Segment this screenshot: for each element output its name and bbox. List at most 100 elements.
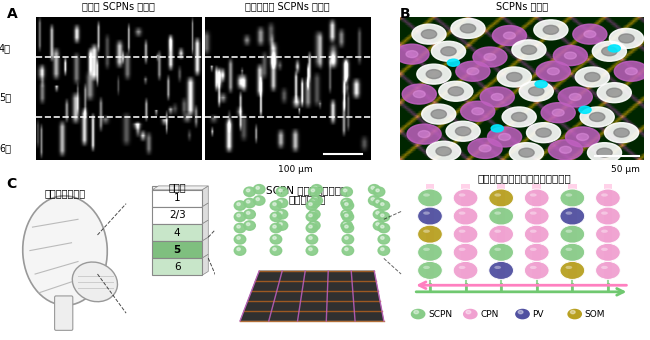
Circle shape — [413, 91, 425, 98]
Circle shape — [341, 209, 352, 219]
Ellipse shape — [525, 243, 549, 261]
Circle shape — [526, 123, 560, 143]
Circle shape — [378, 235, 389, 244]
Text: SCPN マイクロカラムの: SCPN マイクロカラムの — [266, 185, 348, 195]
Circle shape — [237, 203, 240, 206]
Circle shape — [604, 123, 638, 143]
Circle shape — [519, 148, 534, 157]
Ellipse shape — [601, 230, 608, 233]
Text: SCPN: SCPN — [428, 309, 452, 319]
Bar — [152, 258, 202, 275]
Ellipse shape — [560, 243, 584, 261]
Circle shape — [344, 225, 348, 228]
Bar — [152, 207, 202, 224]
Circle shape — [418, 131, 430, 138]
Text: 6層: 6層 — [0, 143, 11, 153]
Circle shape — [480, 87, 514, 107]
Ellipse shape — [560, 207, 584, 225]
Circle shape — [439, 81, 473, 101]
Ellipse shape — [459, 211, 465, 215]
Circle shape — [311, 200, 315, 203]
Circle shape — [588, 143, 621, 163]
Circle shape — [564, 52, 577, 59]
Text: 100 μm: 100 μm — [278, 165, 313, 174]
Circle shape — [447, 59, 460, 66]
Circle shape — [488, 127, 521, 147]
Ellipse shape — [595, 189, 620, 207]
Ellipse shape — [560, 189, 584, 207]
Circle shape — [381, 237, 384, 239]
Text: マウス大脳皮質: マウス大脳皮質 — [44, 188, 86, 198]
Circle shape — [306, 223, 318, 233]
Circle shape — [376, 200, 380, 203]
Circle shape — [614, 128, 629, 137]
Ellipse shape — [566, 230, 572, 233]
Circle shape — [270, 223, 281, 233]
Circle shape — [234, 212, 246, 221]
Circle shape — [577, 134, 588, 140]
Circle shape — [412, 24, 446, 44]
Text: 5: 5 — [174, 245, 181, 255]
Circle shape — [510, 143, 543, 163]
Circle shape — [309, 209, 320, 219]
Circle shape — [493, 26, 526, 46]
Text: B: B — [400, 7, 410, 21]
Circle shape — [309, 248, 312, 251]
Text: 細胞タイプ特異的マイクロカラム: 細胞タイプ特異的マイクロカラム — [478, 173, 572, 183]
Circle shape — [276, 198, 288, 208]
Circle shape — [309, 198, 320, 208]
Ellipse shape — [601, 248, 608, 251]
Circle shape — [342, 235, 354, 244]
Ellipse shape — [566, 248, 572, 251]
Circle shape — [597, 148, 612, 157]
Ellipse shape — [595, 261, 620, 279]
Circle shape — [606, 88, 622, 97]
Circle shape — [446, 121, 480, 141]
Bar — [497, 185, 506, 279]
Text: CPN: CPN — [480, 309, 499, 319]
Circle shape — [566, 127, 599, 147]
Circle shape — [234, 246, 246, 255]
Circle shape — [580, 107, 614, 127]
Circle shape — [237, 248, 240, 251]
Ellipse shape — [418, 207, 442, 225]
Circle shape — [502, 107, 536, 127]
Circle shape — [553, 46, 588, 66]
Circle shape — [306, 246, 318, 255]
Text: C: C — [6, 177, 17, 191]
Circle shape — [431, 109, 447, 119]
Circle shape — [463, 309, 477, 319]
Circle shape — [246, 200, 250, 203]
Ellipse shape — [494, 266, 501, 269]
Circle shape — [256, 186, 259, 189]
Circle shape — [432, 41, 465, 61]
Ellipse shape — [530, 211, 537, 215]
Text: 4層: 4層 — [0, 44, 11, 53]
Circle shape — [411, 309, 424, 319]
Circle shape — [376, 189, 380, 192]
Text: 皮質層: 皮質層 — [168, 182, 186, 192]
Circle shape — [341, 221, 352, 230]
Circle shape — [254, 185, 265, 194]
Circle shape — [417, 64, 451, 84]
Ellipse shape — [566, 193, 572, 197]
Circle shape — [407, 124, 441, 144]
Ellipse shape — [23, 196, 107, 305]
Ellipse shape — [459, 193, 465, 197]
Bar — [604, 185, 612, 279]
Circle shape — [237, 225, 240, 228]
Circle shape — [343, 200, 347, 203]
Circle shape — [342, 223, 354, 233]
Circle shape — [441, 47, 456, 56]
Circle shape — [558, 87, 592, 107]
Circle shape — [270, 212, 281, 221]
Text: SOM: SOM — [584, 309, 605, 319]
Circle shape — [573, 24, 607, 44]
Circle shape — [309, 225, 312, 228]
Ellipse shape — [494, 248, 501, 251]
Circle shape — [460, 24, 476, 33]
Circle shape — [341, 198, 352, 208]
Bar — [532, 185, 541, 279]
Ellipse shape — [566, 266, 572, 269]
Polygon shape — [202, 220, 208, 241]
